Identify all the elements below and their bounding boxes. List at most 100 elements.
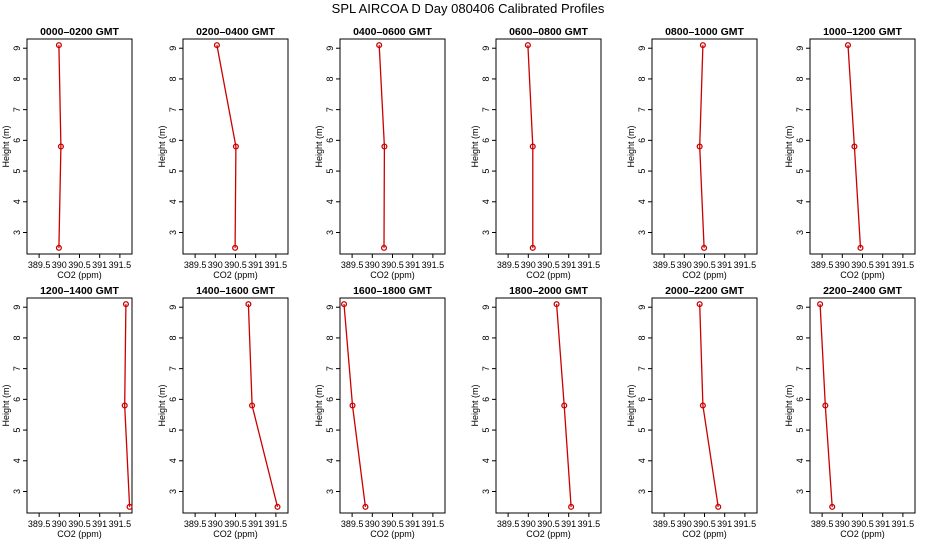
- y-axis-label: Height (m): [1, 384, 11, 426]
- x-tick-label: 391: [405, 519, 420, 529]
- y-tick-label: 8: [481, 335, 491, 340]
- panel-2: 0200–0400 GMT 389.5 390 390.5 391 391.5 3 4 5 6 7 8…: [157, 26, 289, 280]
- x-tick-label: 391.5: [109, 260, 132, 270]
- panel-7: 1200–1400 GMT 389.5 390 390.5 391 391.5 3 4 5 6 7 8…: [1, 285, 133, 539]
- y-tick-label: 9: [481, 46, 491, 51]
- x-tick-label: 389.5: [28, 260, 51, 270]
- x-tick-label: 391.5: [265, 260, 288, 270]
- data-point: [245, 301, 252, 308]
- y-axis-label: Height (m): [314, 384, 324, 426]
- panel-8: 1400–1600 GMT 389.5 390 390.5 391 391.5 3 4 5 6 7 8…: [157, 285, 289, 539]
- y-tick-label: 9: [325, 46, 335, 51]
- y-tick-label: 3: [168, 230, 178, 235]
- x-tick-label: 391.5: [422, 260, 445, 270]
- x-tick-label: 391.5: [578, 519, 601, 529]
- y-tick-label: 9: [637, 46, 647, 51]
- y-tick-label: 3: [325, 230, 335, 235]
- panel-title: 1000–1200 GMT: [823, 26, 902, 38]
- y-tick-label: 3: [325, 489, 335, 494]
- y-axis-label: Height (m): [157, 384, 167, 426]
- x-tick-label: 390: [52, 260, 67, 270]
- data-point: [822, 402, 829, 409]
- x-axis-label: CO2 (ppm): [213, 270, 258, 280]
- y-tick-label: 9: [481, 305, 491, 310]
- y-tick-label: 5: [637, 169, 647, 174]
- panel-6: 1000–1200 GMT 389.5 390 390.5 391 391.5 3 4 5 6 7 8…: [784, 26, 916, 280]
- data-point: [553, 301, 560, 308]
- x-tick-label: 391: [405, 260, 420, 270]
- y-axis-label: Height (m): [157, 125, 167, 167]
- profile-line: [124, 304, 131, 507]
- data-point: [376, 42, 383, 49]
- x-tick-label: 390: [677, 260, 692, 270]
- y-tick-label: 5: [168, 428, 178, 433]
- plot-frame: [809, 38, 916, 255]
- y-tick-label: 8: [637, 76, 647, 81]
- panel-11: 2000–2200 GMT 389.5 390 390.5 391 391.5 3 4 5 6 7 8…: [626, 285, 758, 539]
- x-tick-label: 389.5: [497, 519, 520, 529]
- data-point: [817, 301, 824, 308]
- panel-4: 0600–0800 GMT 389.5 390 390.5 391 391.5 3 4 5 6 7 8…: [470, 26, 602, 280]
- panel-title: 1400–1600 GMT: [196, 285, 275, 297]
- data-point: [529, 143, 536, 150]
- y-tick-label: 3: [12, 489, 22, 494]
- y-tick-label: 8: [12, 335, 22, 340]
- y-tick-label: 4: [637, 458, 647, 463]
- x-axis-label: CO2 (ppm): [370, 270, 415, 280]
- x-tick-label: 391: [248, 260, 263, 270]
- plot-frame: [339, 38, 446, 255]
- x-tick-label: 390.5: [537, 519, 560, 529]
- x-tick-label: 390: [208, 519, 223, 529]
- y-tick-label: 4: [12, 458, 22, 463]
- y-tick-label: 5: [795, 169, 805, 174]
- panel-title: 0200–0400 GMT: [196, 26, 275, 38]
- data-point: [524, 42, 531, 49]
- x-tick-label: 389.5: [184, 519, 207, 529]
- x-tick-label: 390.5: [224, 260, 247, 270]
- data-point: [568, 503, 575, 510]
- x-axis-label: CO2 (ppm): [213, 529, 258, 539]
- panel-title: 0600–0800 GMT: [509, 26, 588, 38]
- y-tick-label: 8: [325, 76, 335, 81]
- x-tick-label: 390.5: [381, 260, 404, 270]
- y-tick-label: 5: [325, 169, 335, 174]
- data-point: [857, 244, 864, 251]
- data-point: [829, 503, 836, 510]
- x-tick-label: 389.5: [341, 260, 364, 270]
- x-tick-label: 391.5: [265, 519, 288, 529]
- panel-10: 1800–2000 GMT 389.5 390 390.5 391 391.5 3 4 5 6 7 8…: [470, 285, 602, 539]
- y-tick-label: 8: [795, 76, 805, 81]
- y-axis-label: Height (m): [470, 125, 480, 167]
- x-tick-label: 391.5: [892, 260, 915, 270]
- y-tick-label: 7: [795, 107, 805, 112]
- y-tick-label: 6: [12, 138, 22, 143]
- y-tick-label: 8: [168, 76, 178, 81]
- x-tick-label: 391: [875, 260, 890, 270]
- x-axis-label: CO2 (ppm): [526, 529, 571, 539]
- y-tick-label: 8: [168, 335, 178, 340]
- data-point: [844, 42, 852, 49]
- y-tick-label: 7: [325, 107, 335, 112]
- y-tick-label: 5: [637, 428, 647, 433]
- y-axis-label: Height (m): [1, 125, 11, 167]
- y-tick-label: 4: [637, 199, 647, 204]
- x-tick-label: 389.5: [341, 519, 364, 529]
- y-tick-label: 8: [325, 335, 335, 340]
- x-axis-label: CO2 (ppm): [682, 270, 727, 280]
- y-tick-label: 4: [481, 199, 491, 204]
- y-tick-label: 5: [12, 428, 22, 433]
- x-tick-label: 390.5: [851, 519, 874, 529]
- y-axis-label: Height (m): [626, 384, 636, 426]
- x-axis-label: CO2 (ppm): [370, 529, 415, 539]
- data-point: [699, 402, 706, 409]
- plot-frame: [339, 297, 446, 514]
- panel-title: 2000–2200 GMT: [665, 285, 744, 297]
- x-tick-label: 391.5: [734, 260, 757, 270]
- data-point: [696, 301, 703, 308]
- x-tick-label: 389.5: [653, 260, 676, 270]
- x-axis-label: CO2 (ppm): [57, 529, 102, 539]
- x-axis-label: CO2 (ppm): [840, 270, 885, 280]
- y-tick-label: 6: [481, 138, 491, 143]
- y-tick-label: 4: [795, 199, 805, 204]
- panel-9: 1600–1800 GMT 389.5 390 390.5 391 391.5 3 4 5 6 7 8…: [314, 285, 446, 539]
